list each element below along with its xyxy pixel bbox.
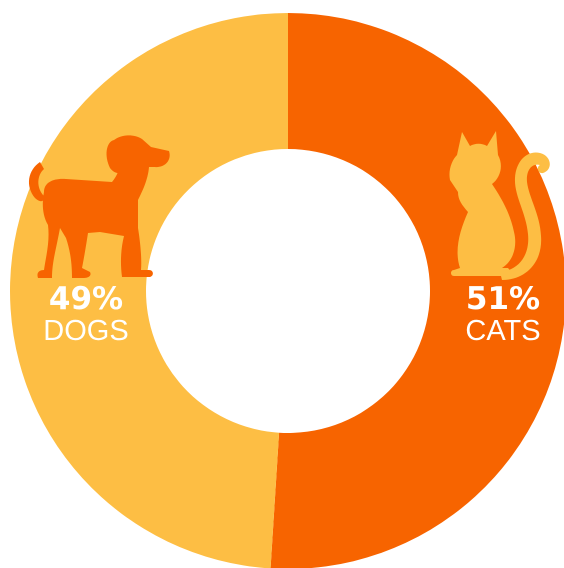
slice-dogs (10, 13, 288, 568)
dogs-percent-label: 49% (49, 281, 123, 317)
cat-icon (449, 131, 550, 280)
dog-icon (28, 135, 170, 278)
cats-percent-label: 51% (466, 281, 540, 317)
cats-category-label: CATS (465, 315, 540, 347)
dogs-category-label: DOGS (43, 315, 128, 347)
